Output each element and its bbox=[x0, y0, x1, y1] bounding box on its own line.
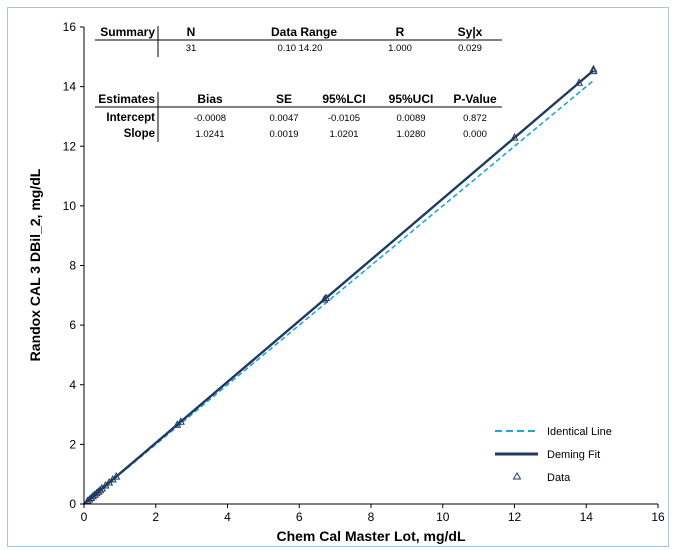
chart-frame bbox=[7, 7, 669, 547]
x-tick-label: 16 bbox=[651, 510, 665, 524]
x-tick-label: 10 bbox=[436, 510, 450, 524]
data-point bbox=[589, 64, 598, 73]
y-axis-title: Randox CAL 3 DBil_2, mg/dL bbox=[27, 168, 43, 361]
estimates-header-pvalue: P-Value bbox=[453, 92, 497, 106]
y-tick-label: 4 bbox=[69, 378, 76, 392]
data-point bbox=[575, 78, 584, 86]
y-tick-label: 16 bbox=[63, 20, 77, 34]
y-tick-label: 2 bbox=[69, 437, 76, 451]
estimates-row-label-intercept: Intercept bbox=[106, 112, 155, 124]
legend: Identical Line Deming Fit Data bbox=[495, 426, 612, 484]
x-tick-label: 2 bbox=[152, 510, 159, 524]
intercept-lci: -0.0105 bbox=[328, 113, 360, 124]
intercept-bias: -0.0008 bbox=[194, 113, 226, 124]
legend-data-label: Data bbox=[547, 472, 571, 484]
y-tick-label: 12 bbox=[63, 139, 77, 153]
y-tick-label: 8 bbox=[69, 259, 76, 273]
slope-se: 0.0019 bbox=[269, 129, 298, 140]
y-tick-label: 14 bbox=[63, 80, 77, 94]
summary-n-value: 31 bbox=[186, 43, 197, 54]
summary-r-value: 1.000 bbox=[388, 43, 412, 54]
data-point bbox=[320, 294, 329, 303]
x-axis-title: Chem Cal Master Lot, mg/dL bbox=[276, 528, 465, 544]
x-tick-label: 12 bbox=[508, 510, 522, 524]
y-tick-label: 6 bbox=[69, 318, 76, 332]
summary-header-n: N bbox=[187, 25, 196, 39]
summary-header-syx: Sy|x bbox=[458, 25, 483, 39]
chart-lines bbox=[83, 69, 595, 505]
estimates-header-label: Estimates bbox=[98, 92, 155, 106]
intercept-se: 0.0047 bbox=[269, 113, 298, 124]
estimates-header-uci: 95%UCI bbox=[389, 92, 434, 106]
legend-identical-label: Identical Line bbox=[547, 426, 612, 438]
data-point bbox=[96, 485, 105, 494]
estimates-header-bias: Bias bbox=[197, 92, 223, 106]
slope-lci: 1.0201 bbox=[329, 129, 358, 140]
summary-header-label: Summary bbox=[100, 25, 155, 39]
summary-range-value: 0.10 14.20 bbox=[278, 43, 323, 54]
estimates-header-lci: 95%LCI bbox=[322, 92, 365, 106]
data-point bbox=[589, 66, 598, 75]
summary-header-r: R bbox=[396, 25, 405, 39]
x-tick-label: 6 bbox=[296, 510, 303, 524]
estimates-header-se: SE bbox=[276, 92, 292, 106]
estimates-row-label-slope: Slope bbox=[124, 128, 155, 140]
data-point bbox=[112, 472, 121, 480]
estimates-table: Estimates Bias SE 95%LCI 95%UCI P-Value … bbox=[95, 92, 502, 142]
y-tick-label: 0 bbox=[69, 497, 76, 511]
x-tick-label: 4 bbox=[224, 510, 231, 524]
intercept-uci: 0.0089 bbox=[396, 113, 425, 124]
y-tick-label: 10 bbox=[63, 199, 77, 213]
data-point bbox=[176, 417, 185, 425]
summary-syx-value: 0.029 bbox=[458, 43, 482, 54]
axis-ticks: 0 2 4 6 8 10 12 14 16 0 2 4 6 8 10 12 14 16 bbox=[63, 20, 665, 524]
x-tick-label: 0 bbox=[81, 510, 88, 524]
legend-data-marker bbox=[512, 472, 522, 480]
slope-uci: 1.0280 bbox=[396, 129, 425, 140]
summary-header-range: Data Range bbox=[271, 25, 337, 39]
intercept-pvalue: 0.872 bbox=[463, 113, 487, 124]
data-point bbox=[322, 293, 331, 301]
deming-fit-line bbox=[83, 69, 595, 505]
data-point bbox=[510, 133, 519, 141]
summary-table: Summary N Data Range R Sy|x 31 0.10 14.2… bbox=[95, 25, 502, 57]
identical-line bbox=[83, 80, 594, 505]
slope-pvalue: 0.000 bbox=[463, 129, 487, 140]
x-tick-label: 8 bbox=[368, 510, 375, 524]
slope-bias: 1.0241 bbox=[195, 129, 224, 140]
x-tick-label: 14 bbox=[580, 510, 594, 524]
legend-deming-label: Deming Fit bbox=[547, 449, 600, 461]
